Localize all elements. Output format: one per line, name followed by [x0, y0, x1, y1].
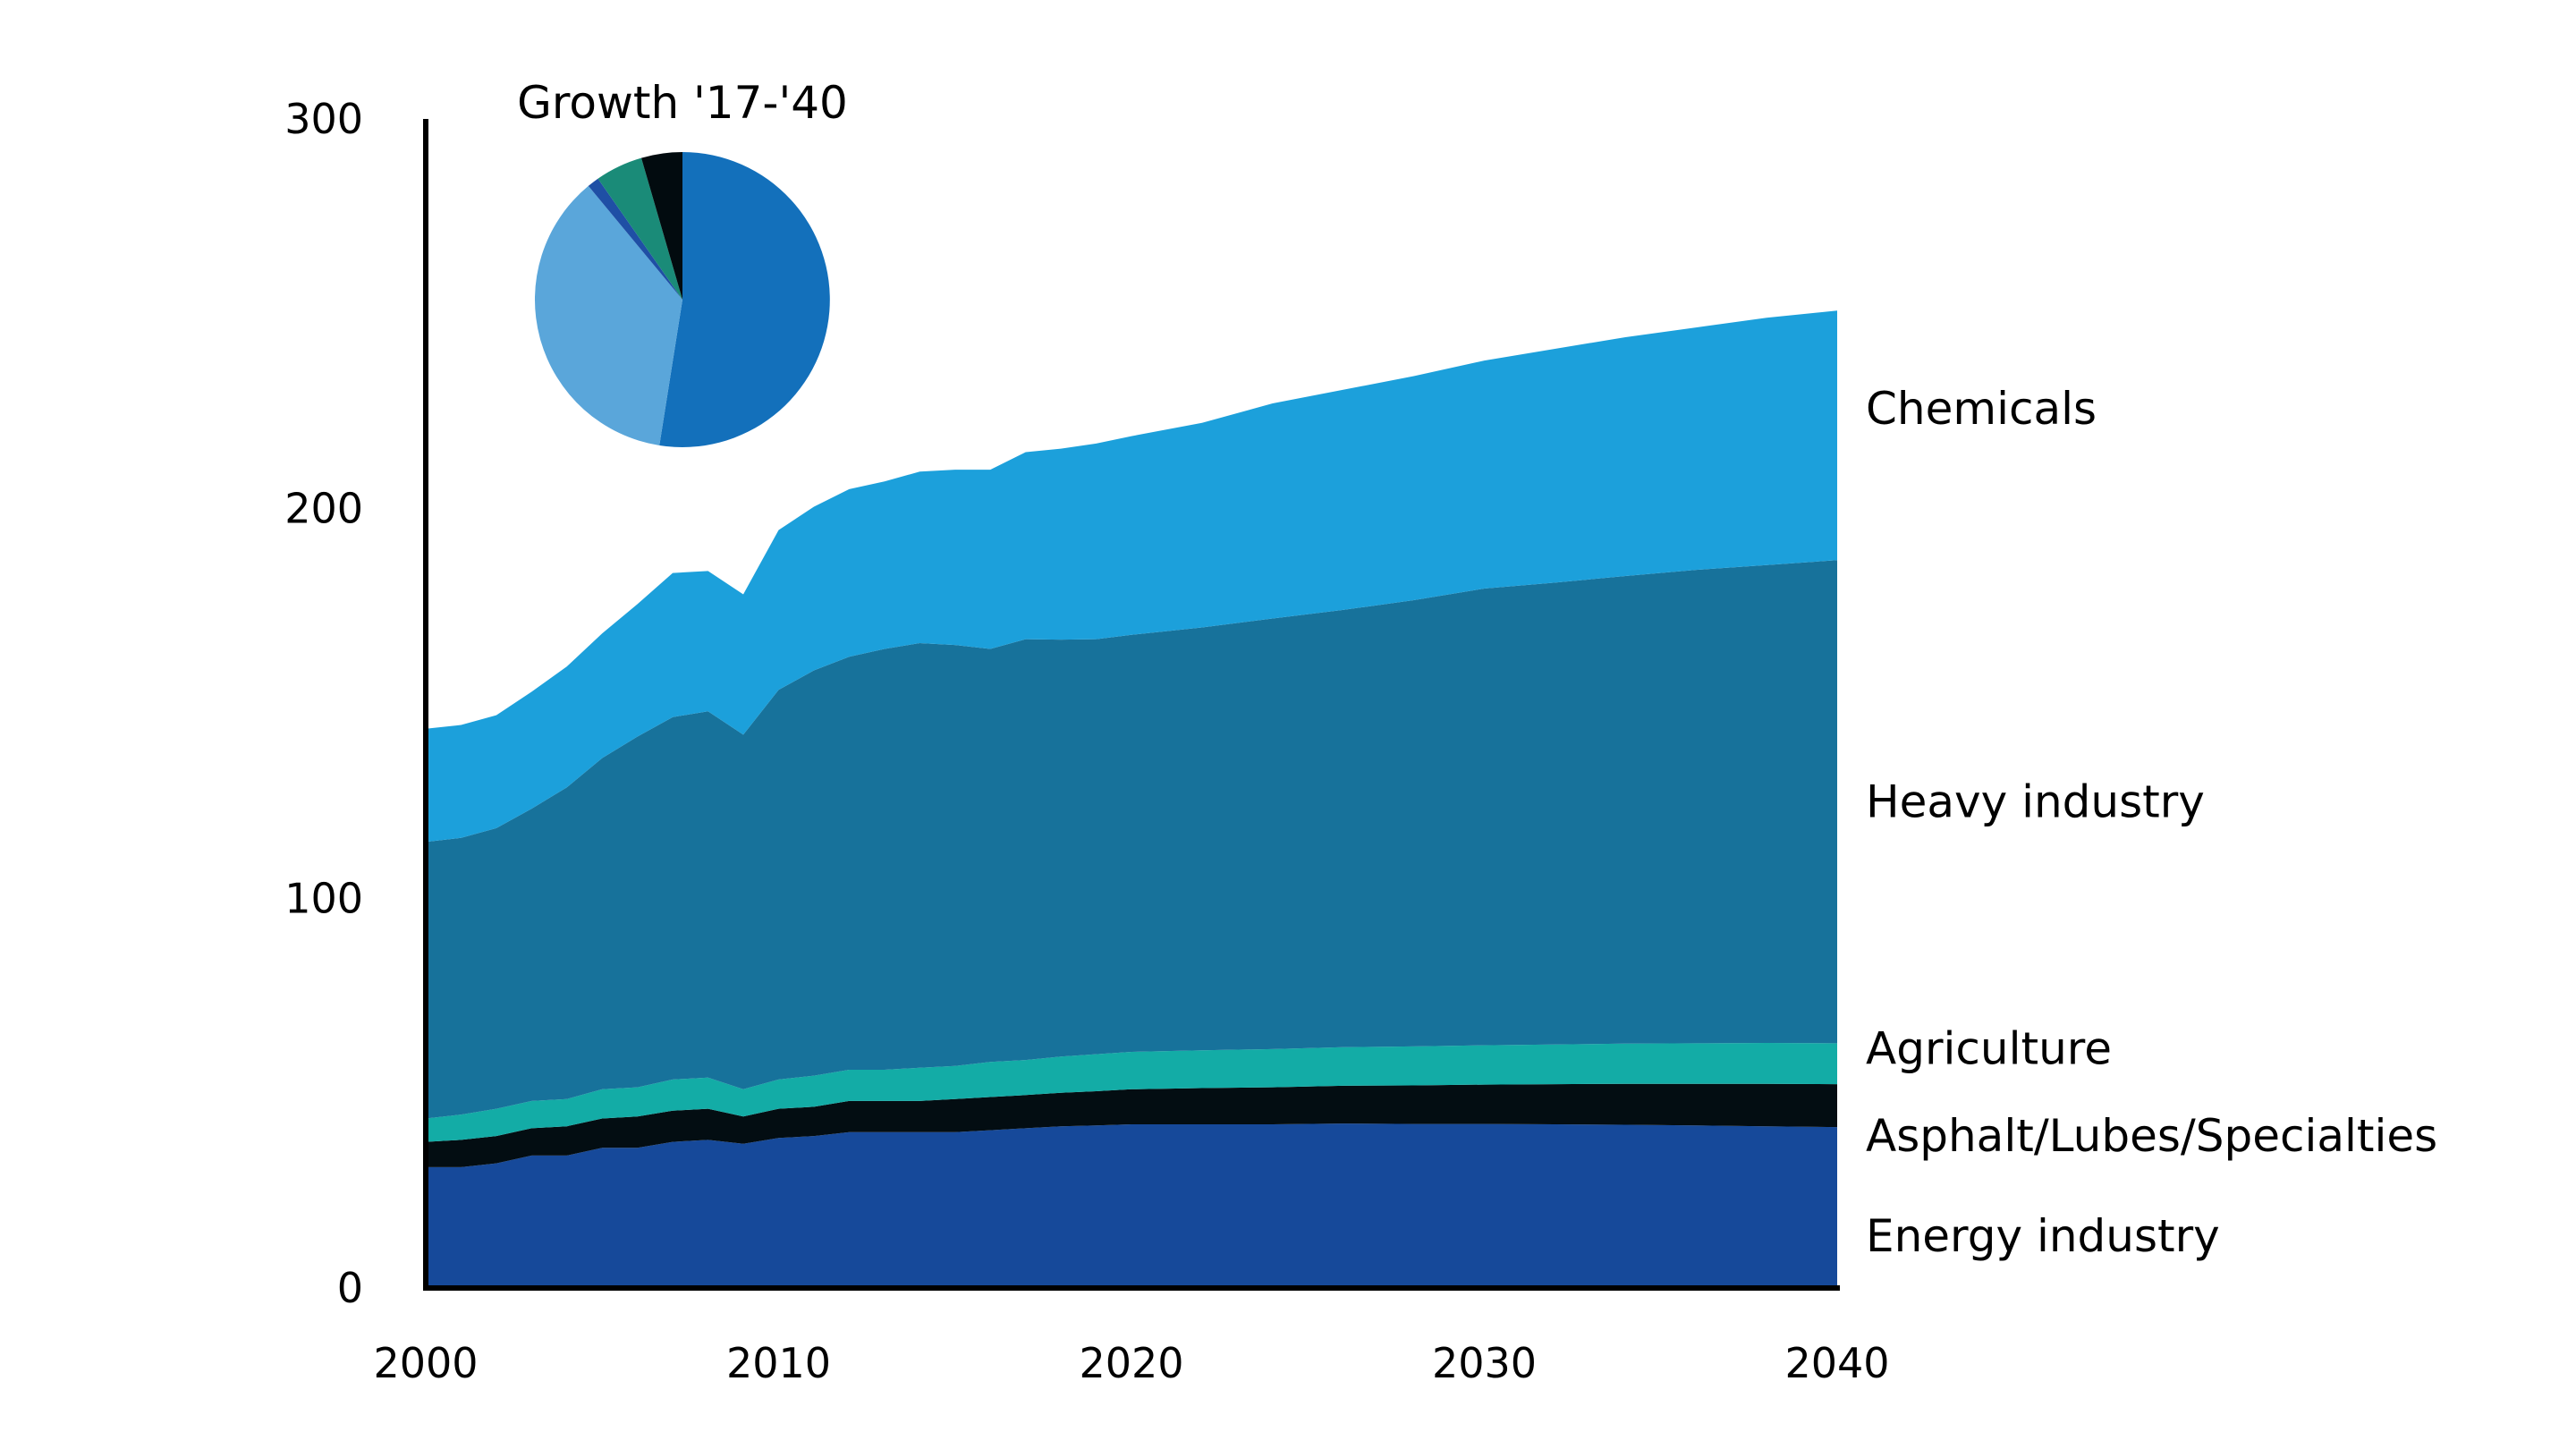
- y-tick-label: 100: [284, 874, 363, 922]
- pie-slice-chemicals: [659, 152, 830, 447]
- area-heavy: [426, 560, 1837, 1119]
- x-tick-label: 2030: [1432, 1339, 1537, 1387]
- y-tick-label: 200: [284, 485, 363, 533]
- y-tick-label: 300: [284, 95, 363, 143]
- x-tick-label: 2000: [373, 1339, 478, 1387]
- area-chemicals: [426, 310, 1837, 843]
- pie-slice-heavy: [534, 185, 682, 445]
- y-tick-labels: 0 100 200 300: [284, 95, 363, 1312]
- x-tick-label: 2040: [1784, 1339, 1889, 1387]
- growth-pie-chart: Growth '17-'40: [517, 77, 848, 447]
- x-tick-labels: 2000 2010 2020 2030 2040: [373, 1339, 1889, 1387]
- series-labels: Chemicals Heavy industry Agriculture Asphal…: [1866, 383, 2437, 1262]
- area-series-group: [426, 310, 1837, 1288]
- pie-slice-asphalt: [641, 152, 682, 300]
- series-label-asphalt: Asphalt/Lubes/Specialties: [1866, 1110, 2437, 1162]
- pie-title: Growth '17-'40: [517, 77, 848, 129]
- pie-slice-agriculture: [597, 157, 682, 300]
- series-label-agriculture: Agriculture: [1866, 1022, 2112, 1074]
- area-agriculture: [426, 1043, 1837, 1142]
- y-tick-label: 0: [337, 1264, 363, 1312]
- x-tick-label: 2020: [1079, 1339, 1183, 1387]
- pie-slice-energy: [588, 178, 682, 300]
- series-label-chemicals: Chemicals: [1866, 383, 2097, 435]
- series-label-energy: Energy industry: [1866, 1210, 2220, 1262]
- x-tick-label: 2010: [726, 1339, 831, 1387]
- area-asphalt: [426, 1083, 1837, 1167]
- series-label-heavy: Heavy industry: [1866, 775, 2205, 827]
- area-energy: [426, 1123, 1837, 1288]
